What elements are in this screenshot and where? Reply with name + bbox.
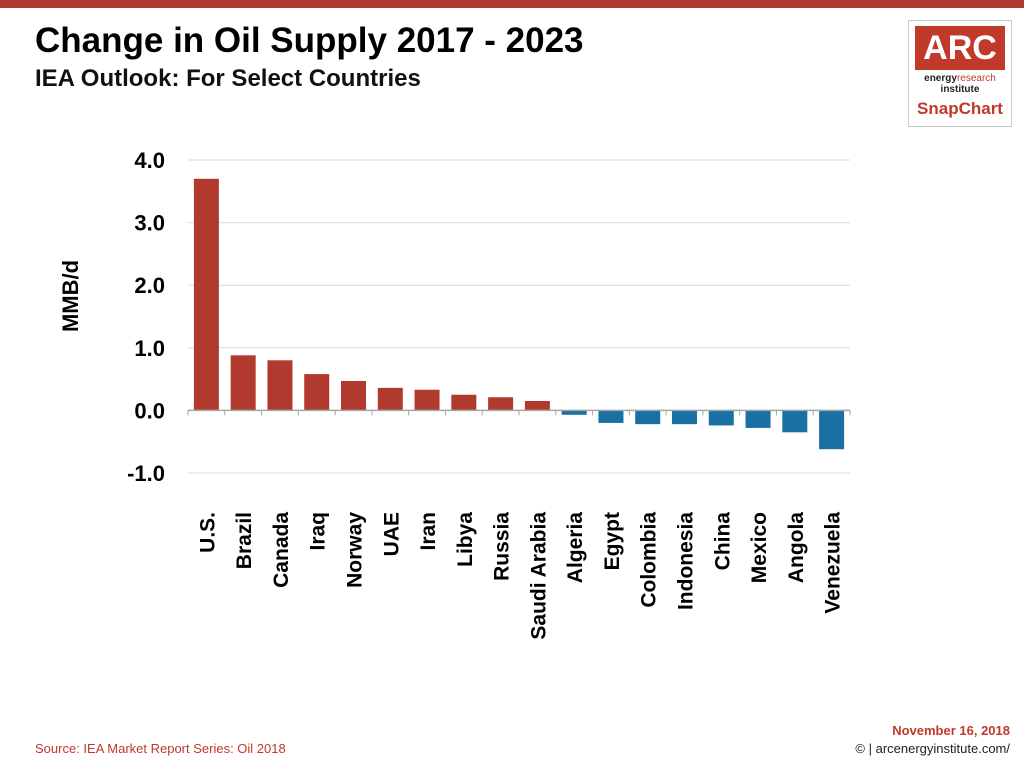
- x-tick-label: Russia: [491, 512, 514, 581]
- copyright-link[interactable]: © | arcenergyinstitute.com/: [855, 741, 1010, 756]
- bar: [524, 401, 550, 411]
- y-tick-label: 1.0: [134, 336, 165, 361]
- x-tick-label: Saudi Arabia: [527, 512, 550, 640]
- bar: [672, 410, 697, 425]
- bar: [230, 355, 256, 411]
- x-tick-label: Colombia: [638, 512, 661, 608]
- y-axis-label: MMB/d: [58, 260, 83, 332]
- x-tick-label: Egypt: [601, 512, 624, 570]
- bar: [377, 387, 403, 411]
- bar: [782, 410, 808, 433]
- x-tick-label: China: [711, 512, 734, 571]
- x-tick-label: Norway: [344, 512, 367, 588]
- top-accent-bar: [0, 0, 1024, 8]
- source-note: Source: IEA Market Report Series: Oil 20…: [35, 741, 286, 756]
- logo-snapchart-text: SnapChart: [917, 99, 1003, 118]
- y-tick-label: 2.0: [134, 273, 165, 298]
- y-tick-label: 4.0: [134, 148, 165, 173]
- x-tick-label: Iraq: [307, 512, 330, 551]
- bar: [341, 380, 366, 411]
- x-tick-label: Algeria: [564, 512, 587, 584]
- page-subtitle: IEA Outlook: For Select Countries: [35, 65, 421, 92]
- arc-logo: ARC energyresearch institute SnapChart: [908, 20, 1012, 127]
- x-tick-label: Venezuela: [822, 512, 845, 614]
- bar: [488, 397, 514, 411]
- x-tick-label: Libya: [454, 512, 477, 567]
- x-tick-label: UAE: [380, 512, 403, 556]
- logo-energy-text: energy: [924, 73, 957, 84]
- logo-institute-text: institute: [940, 84, 980, 95]
- page-title: Change in Oil Supply 2017 - 2023: [35, 21, 584, 60]
- x-tick-label: U.S.: [196, 512, 219, 553]
- bar: [561, 410, 587, 415]
- bar: [267, 360, 293, 411]
- publish-date: November 16, 2018: [892, 723, 1010, 738]
- x-tick-label: Canada: [270, 512, 293, 588]
- bar: [193, 178, 219, 411]
- bar: [598, 410, 624, 423]
- bar: [635, 410, 661, 425]
- bar: [414, 389, 440, 411]
- bar: [819, 410, 845, 450]
- x-tick-label: Brazil: [233, 512, 256, 569]
- bar: [451, 394, 477, 411]
- x-tick-label: Indonesia: [675, 512, 698, 610]
- logo-research-text: research: [956, 73, 996, 84]
- bar: [304, 374, 330, 411]
- y-tick-label: -1.0: [127, 461, 165, 486]
- x-tick-label: Mexico: [748, 512, 771, 583]
- x-tick-label: Iran: [417, 512, 440, 551]
- y-tick-label: 0.0: [134, 398, 165, 423]
- x-tick-label: Angola: [785, 512, 808, 583]
- bar: [708, 410, 734, 426]
- logo-line-energy-research: energyresearch: [909, 73, 1011, 84]
- y-tick-label: 3.0: [134, 211, 165, 236]
- logo-mark: ARC: [915, 26, 1005, 70]
- bar: [745, 410, 771, 428]
